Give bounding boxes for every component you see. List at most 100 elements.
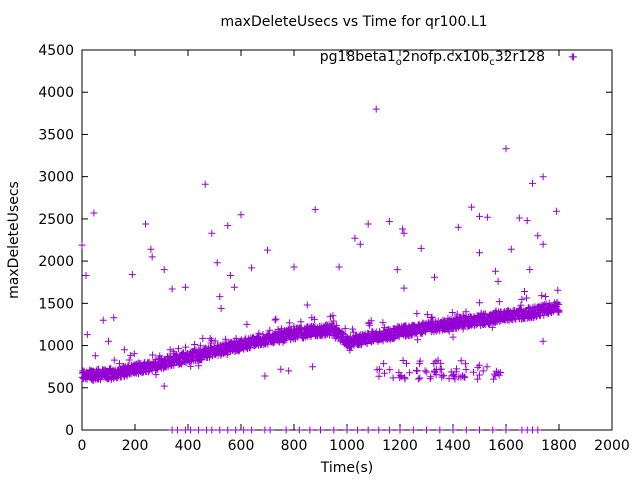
data-point (364, 426, 372, 434)
data-point (539, 173, 547, 181)
data-point (125, 356, 133, 364)
y-tick-label: 3500 (38, 127, 74, 143)
x-tick-label: 1800 (541, 438, 577, 454)
data-point (486, 320, 494, 327)
data-point (216, 293, 224, 301)
data-point (529, 179, 536, 187)
y-tick-label: 1500 (38, 296, 74, 312)
data-point (237, 211, 245, 219)
data-point (356, 240, 364, 248)
data-point (476, 249, 483, 257)
data-point (310, 315, 318, 323)
data-point (372, 105, 380, 113)
data-point (555, 300, 563, 308)
y-axis: 0 500 1000 1500 2000 2500 3000 3500 4000 4500 (38, 43, 612, 439)
data-point (208, 336, 216, 344)
y-axis-label: maxDeleteUsecs (6, 181, 22, 299)
data-point (246, 344, 254, 352)
y-tick-label: 4500 (38, 43, 74, 59)
data-point (297, 318, 305, 326)
data-point (248, 264, 256, 272)
data-point (272, 315, 280, 323)
y-tick-label: 2000 (38, 254, 74, 270)
data-point (490, 375, 498, 383)
data-point (91, 352, 99, 360)
data-point (196, 342, 204, 350)
data-point (386, 366, 394, 374)
legend-label: pg18beta1o2nofp.cx10bc32r128 (320, 49, 545, 68)
data-points (78, 53, 576, 434)
data-point (82, 272, 90, 279)
data-point (363, 340, 371, 347)
data-point (427, 373, 435, 381)
data-point (390, 335, 398, 343)
data-point (416, 357, 424, 365)
data-point (494, 277, 502, 285)
data-point (449, 333, 457, 341)
data-point (216, 426, 224, 434)
data-point (277, 365, 285, 373)
data-point (476, 212, 483, 220)
data-point (160, 266, 168, 274)
data-point (187, 426, 195, 434)
data-point (232, 334, 240, 342)
data-point (423, 368, 431, 376)
data-point (417, 244, 425, 252)
data-point (399, 357, 407, 364)
data-point (175, 345, 182, 353)
data-point (329, 312, 337, 320)
data-point (349, 325, 357, 333)
data-point (148, 253, 156, 261)
data-point (491, 267, 499, 275)
data-point (173, 426, 181, 434)
data-point (438, 371, 446, 379)
data-point (397, 372, 405, 379)
data-point (120, 346, 128, 354)
data-point (285, 367, 293, 375)
data-point (497, 369, 505, 376)
data-point (385, 426, 393, 434)
data-point (149, 351, 157, 359)
data-point (127, 351, 135, 359)
data-point (399, 225, 407, 233)
data-point (224, 426, 232, 434)
data-point (232, 426, 240, 434)
plot-frame (81, 49, 613, 431)
x-tick-label: 0 (78, 438, 87, 454)
data-point (346, 346, 354, 354)
y-tick-label: 0 (65, 423, 74, 439)
data-point (303, 301, 311, 309)
y-tick-label: 4000 (38, 85, 74, 101)
data-point (541, 293, 549, 300)
data-point (453, 365, 460, 373)
data-point (483, 213, 491, 221)
data-point (285, 319, 293, 327)
x-tick-label: 2000 (594, 438, 630, 454)
data-point (552, 207, 560, 215)
data-point (472, 321, 480, 329)
data-point (191, 341, 199, 348)
data-point (413, 310, 421, 318)
data-point (475, 361, 483, 369)
data-point (170, 361, 178, 369)
data-point (201, 180, 209, 188)
data-point (437, 365, 445, 373)
data-point (83, 331, 91, 339)
data-point (409, 426, 417, 434)
data-point (366, 321, 374, 329)
data-point (471, 322, 479, 330)
data-point (476, 426, 483, 434)
x-tick-label: 600 (228, 438, 255, 454)
x-tick-label: 1400 (435, 438, 471, 454)
data-point (414, 336, 422, 344)
data-point (515, 214, 523, 222)
data-point (206, 334, 214, 342)
data-point (309, 363, 317, 371)
data-point (208, 426, 216, 434)
data-point (306, 426, 314, 434)
data-point (373, 366, 381, 374)
legend-marker (570, 53, 577, 61)
data-point (195, 426, 203, 434)
data-point (282, 426, 290, 434)
data-point (491, 372, 499, 380)
